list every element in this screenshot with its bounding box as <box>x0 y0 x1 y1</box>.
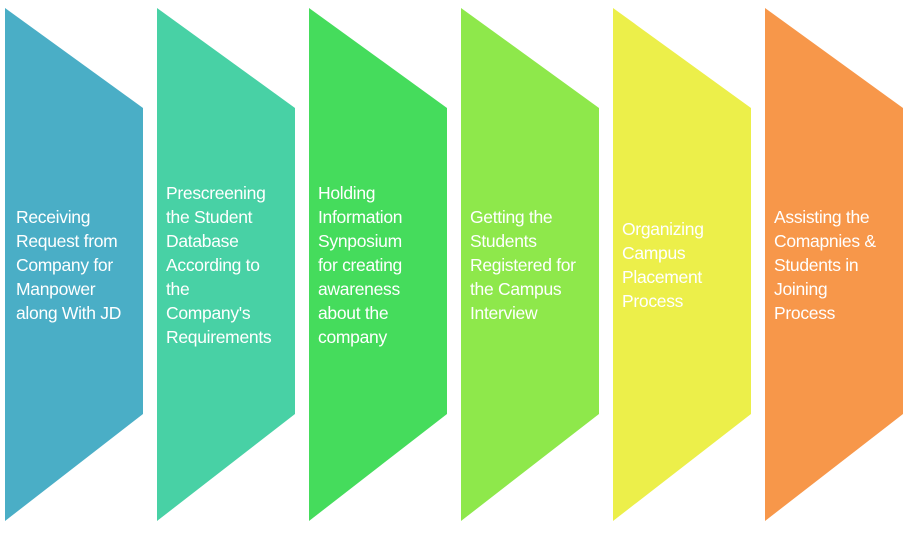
chevron-step-1 <box>5 8 143 521</box>
step-2-label: Prescreening the Student Database Accord… <box>166 183 272 347</box>
step-4-label: Getting the Students Registered for the … <box>470 207 576 323</box>
step-3-label: Holding Information Synposium for creati… <box>318 183 403 347</box>
chevron-step-3 <box>309 8 447 521</box>
chevron-step-5 <box>613 8 751 521</box>
step-5-label: Organizing Campus Placement Process <box>622 219 704 311</box>
step-6-label: Assisting the Comapnies & Students in Jo… <box>774 207 876 323</box>
chevron-step-2 <box>157 8 295 521</box>
step-1-label: Receiving Request from Company for Manpo… <box>16 207 122 323</box>
chevron-step-4 <box>461 8 599 521</box>
chevron-step-6 <box>765 8 903 521</box>
